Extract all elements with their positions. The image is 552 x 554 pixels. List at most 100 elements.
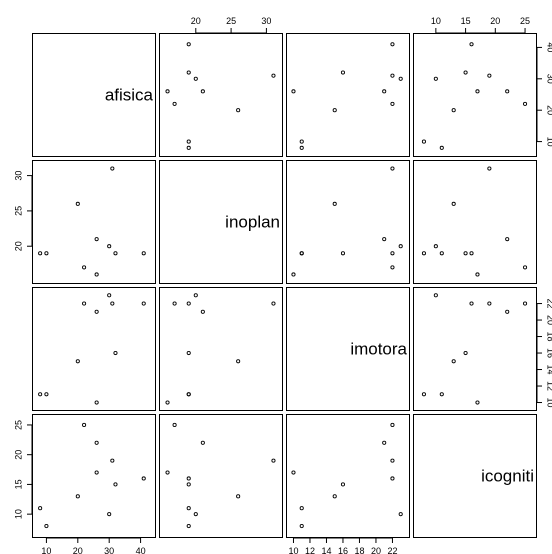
point-imotora-vs-inoplan-6	[193, 293, 198, 298]
point-afisica-vs-icognitiva-9	[469, 42, 474, 47]
point-afisica-vs-inoplan-0	[186, 145, 191, 150]
right-tick-label-imotora-1: 12	[546, 381, 552, 391]
diagonal-label-icognitiva: icogniti	[481, 467, 534, 486]
point-afisica-vs-imotora-7	[390, 73, 395, 78]
point-imotora-vs-icognitiva-3	[523, 301, 528, 306]
right-tick-label-imotora-5: 20	[546, 315, 552, 325]
bottom-tick-label-imotora-0: 10	[288, 546, 298, 554]
point-imotora-vs-inoplan-2	[236, 359, 241, 364]
point-inoplan-vs-icognitiva-7	[487, 166, 492, 171]
point-icognitiva-vs-inoplan-5	[200, 440, 205, 445]
point-afisica-vs-icognitiva-0	[439, 145, 444, 150]
point-inoplan-vs-imotora-8	[340, 251, 346, 256]
point-icognitiva-vs-inoplan-6	[193, 512, 198, 517]
panel-frame-imotora-icognitiva	[413, 287, 537, 411]
panel-frame-inoplan-icognitiva	[413, 160, 537, 284]
point-inoplan-vs-imotora-7	[390, 166, 395, 171]
point-imotora-vs-icognitiva-8	[463, 350, 468, 356]
point-inoplan-vs-icognitiva-8	[463, 251, 468, 256]
point-imotora-vs-inoplan-9	[186, 301, 191, 306]
point-icognitiva-vs-imotora-3	[390, 422, 395, 427]
point-icognitiva-vs-imotora-1	[299, 524, 304, 529]
point-afisica-vs-icognitiva-2	[451, 108, 456, 113]
point-icognitiva-vs-inoplan-9	[186, 476, 191, 481]
panel-frame-afisica-inoplan	[159, 33, 283, 157]
point-afisica-vs-icognitiva-6	[433, 76, 438, 81]
point-inoplan-vs-afisica-4	[94, 272, 99, 277]
right-tick-label-imotora-3: 16	[546, 348, 552, 358]
point-inoplan-vs-icognitiva-2	[451, 201, 456, 206]
point-icognitiva-vs-afisica-8	[113, 482, 118, 487]
point-icognitiva-vs-imotora-9	[390, 476, 395, 481]
point-inoplan-vs-icognitiva-3	[523, 265, 528, 270]
point-inoplan-vs-afisica-8	[113, 251, 118, 256]
diagonal-label-imotora: imotora	[350, 340, 407, 359]
left-tick-label-inoplan-2: 30	[13, 171, 23, 181]
point-icognitiva-vs-inoplan-3	[172, 422, 177, 427]
point-inoplan-vs-afisica-2	[75, 201, 80, 206]
right-tick-label-afisica-3: 40	[546, 42, 552, 52]
left-tick-label-icognitiva-0: 10	[13, 509, 23, 519]
point-imotora-vs-afisica-5	[94, 309, 99, 314]
bottom-tick-label-imotora-3: 16	[338, 546, 348, 554]
point-afisica-vs-icognitiva-3	[523, 101, 528, 106]
point-afisica-vs-inoplan-4	[165, 89, 170, 94]
point-afisica-vs-icognitiva-4	[475, 89, 480, 94]
bottom-tick-label-imotora-6: 22	[387, 546, 397, 554]
panel-frame-imotora-imotora	[286, 287, 410, 411]
top-tick-label-inoplan-0: 20	[191, 16, 201, 26]
point-imotora-vs-icognitiva-9	[469, 301, 474, 306]
point-imotora-vs-afisica-7	[110, 301, 115, 306]
point-afisica-vs-inoplan-7	[271, 73, 276, 78]
point-imotora-vs-inoplan-8	[186, 350, 191, 356]
point-afisica-vs-inoplan-6	[193, 76, 198, 81]
panel-frame-icognitiva-imotora	[286, 414, 410, 538]
point-inoplan-vs-afisica-1	[44, 251, 49, 256]
point-icognitiva-vs-afisica-0	[38, 506, 43, 511]
top-tick-label-icognitiva-2: 20	[490, 16, 500, 26]
top-tick-label-icognitiva-1: 15	[461, 16, 471, 26]
point-inoplan-vs-afisica-6	[107, 244, 112, 249]
point-inoplan-vs-imotora-9	[390, 251, 395, 256]
point-imotora-vs-inoplan-7	[271, 301, 276, 306]
point-inoplan-vs-afisica-5	[94, 237, 99, 242]
right-tick-label-imotora-2: 14	[546, 365, 552, 375]
panel-frame-imotora-inoplan	[159, 287, 283, 411]
point-imotora-vs-icognitiva-7	[487, 301, 492, 306]
panel-frame-afisica-afisica	[32, 33, 156, 157]
panel-frame-icognitiva-inoplan	[159, 414, 283, 538]
point-icognitiva-vs-imotora-0	[299, 506, 304, 511]
panel-frame-afisica-imotora	[286, 33, 410, 157]
point-icognitiva-vs-afisica-7	[110, 458, 115, 463]
point-afisica-vs-icognitiva-8	[463, 70, 468, 75]
point-inoplan-vs-icognitiva-5	[505, 237, 510, 242]
point-inoplan-vs-icognitiva-0	[439, 251, 444, 256]
point-icognitiva-vs-inoplan-7	[271, 458, 276, 463]
left-tick-label-inoplan-1: 25	[13, 206, 23, 216]
point-afisica-vs-imotora-2	[332, 108, 337, 113]
point-inoplan-vs-icognitiva-1	[421, 251, 426, 256]
point-afisica-vs-imotora-1	[299, 139, 304, 144]
right-tick-label-imotora-6: 22	[546, 299, 552, 309]
top-tick-label-icognitiva-0: 10	[431, 16, 441, 26]
bottom-tick-label-afisica-2: 30	[104, 546, 114, 554]
point-afisica-vs-imotora-5	[382, 89, 387, 94]
point-icognitiva-vs-imotora-6	[398, 512, 403, 517]
bottom-tick-label-imotora-2: 14	[321, 546, 331, 554]
point-imotora-vs-afisica-0	[38, 392, 43, 397]
point-icognitiva-vs-inoplan-0	[186, 506, 191, 511]
right-tick-label-afisica-1: 20	[546, 105, 552, 115]
panel-frame-inoplan-afisica	[32, 160, 156, 284]
point-imotora-vs-afisica-1	[44, 392, 49, 397]
point-imotora-vs-inoplan-4	[165, 400, 170, 405]
point-icognitiva-vs-afisica-9	[141, 476, 146, 481]
point-imotora-vs-icognitiva-4	[475, 400, 480, 405]
panel-frame-inoplan-imotora	[286, 160, 410, 284]
point-inoplan-vs-afisica-7	[110, 166, 115, 171]
point-icognitiva-vs-inoplan-2	[236, 494, 241, 499]
point-afisica-vs-imotora-6	[398, 76, 403, 81]
point-imotora-vs-inoplan-1	[186, 392, 191, 397]
point-afisica-vs-inoplan-8	[186, 70, 191, 75]
point-afisica-vs-icognitiva-5	[505, 89, 510, 94]
